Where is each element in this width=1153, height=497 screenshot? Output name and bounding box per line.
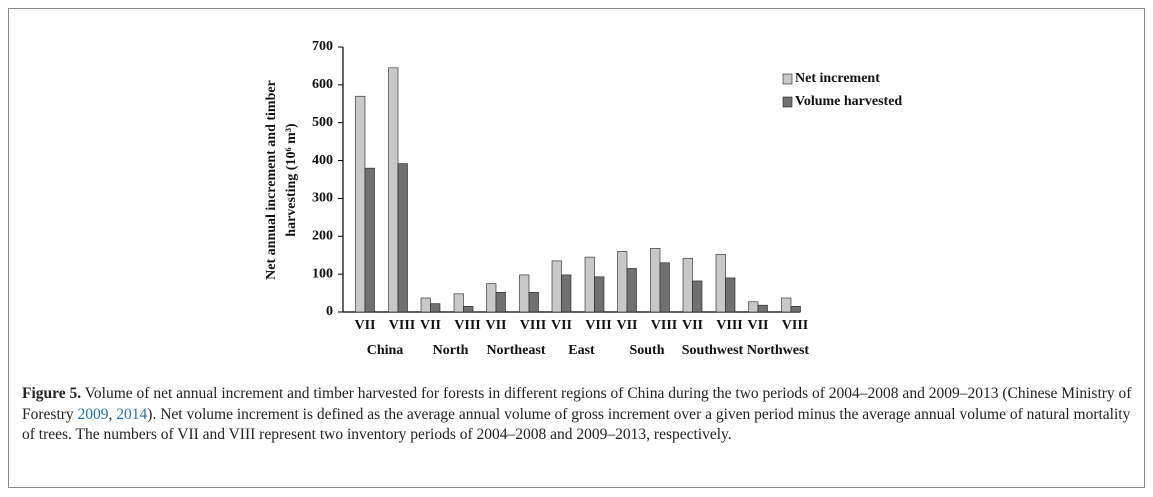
x-tick-label: VII bbox=[551, 318, 572, 333]
y-tick-label: 0 bbox=[326, 304, 333, 319]
bar bbox=[388, 67, 399, 313]
group-label: South bbox=[629, 343, 664, 358]
x-tick-label: VIII bbox=[782, 318, 808, 333]
bar bbox=[355, 95, 366, 313]
y-tick-label: 500 bbox=[312, 115, 333, 130]
bar bbox=[495, 292, 506, 313]
bar bbox=[551, 260, 562, 313]
bar bbox=[528, 292, 539, 313]
group-label: East bbox=[568, 343, 595, 358]
chart: Net annual increment and timber harvesti… bbox=[264, 39, 902, 358]
bar bbox=[790, 306, 801, 313]
caption-text: , bbox=[108, 405, 117, 423]
x-tick-label: VIII bbox=[716, 318, 742, 333]
y-axis-label: Net annual increment and timber bbox=[264, 80, 279, 280]
bar bbox=[519, 274, 530, 313]
group-label: Northwest bbox=[747, 343, 810, 358]
bar bbox=[364, 167, 375, 313]
bar bbox=[659, 262, 670, 313]
x-tick-label: VIII bbox=[585, 318, 611, 333]
legend-label: Net increment bbox=[795, 71, 880, 86]
x-tick-label: VII bbox=[420, 318, 441, 333]
bar bbox=[692, 280, 703, 313]
reference-link[interactable]: 2009 bbox=[77, 405, 109, 423]
x-tick-label: VII bbox=[682, 318, 703, 333]
bar bbox=[757, 304, 768, 313]
bar bbox=[420, 297, 431, 313]
bar bbox=[715, 254, 726, 313]
x-tick-label: VII bbox=[616, 318, 637, 333]
y-axis-label: harvesting (10⁶ m³) bbox=[284, 123, 299, 237]
group-label: North bbox=[433, 343, 469, 358]
legend-swatch bbox=[782, 96, 793, 108]
y-tick-label: 400 bbox=[312, 153, 333, 168]
reference-link[interactable]: 2014 bbox=[116, 405, 148, 423]
bar bbox=[486, 283, 497, 313]
x-tick-label: VIII bbox=[520, 318, 546, 333]
figure-caption: Figure 5. Volume of net annual increment… bbox=[22, 384, 1132, 446]
x-tick-label: VIII bbox=[389, 318, 415, 333]
bar bbox=[781, 297, 792, 313]
y-tick-label: 700 bbox=[312, 39, 333, 54]
bar bbox=[682, 257, 693, 313]
x-tick-label: VII bbox=[485, 318, 506, 333]
group-label: Northeast bbox=[486, 343, 545, 358]
caption-text: ). Net volume increment is defined as th… bbox=[22, 405, 1131, 444]
group-label: Southwest bbox=[682, 343, 744, 358]
caption-label: Figure 5. bbox=[22, 385, 82, 402]
bar bbox=[453, 293, 464, 313]
bar bbox=[748, 301, 759, 313]
bar bbox=[463, 306, 474, 313]
legend-label: Volume harvested bbox=[795, 94, 902, 109]
x-tick-label: VIII bbox=[651, 318, 677, 333]
x-tick-label: VIII bbox=[454, 318, 480, 333]
y-tick-label: 600 bbox=[312, 77, 333, 92]
bar bbox=[626, 268, 637, 313]
figure-frame bbox=[8, 8, 1145, 488]
legend-swatch bbox=[782, 73, 793, 85]
x-tick-label: VII bbox=[354, 318, 375, 333]
bar bbox=[650, 248, 661, 313]
group-label: China bbox=[367, 343, 404, 358]
bar bbox=[584, 256, 595, 313]
bar bbox=[725, 277, 736, 313]
bar bbox=[617, 251, 628, 313]
y-tick-label: 100 bbox=[312, 266, 333, 281]
bar bbox=[397, 163, 408, 313]
caption-text: Volume of net annual increment and timbe… bbox=[22, 385, 1132, 423]
bar bbox=[430, 303, 441, 313]
y-tick-label: 300 bbox=[312, 191, 333, 206]
x-tick-label: VII bbox=[747, 318, 768, 333]
y-tick-label: 200 bbox=[312, 229, 333, 244]
bar bbox=[594, 276, 605, 313]
bar bbox=[561, 274, 572, 313]
